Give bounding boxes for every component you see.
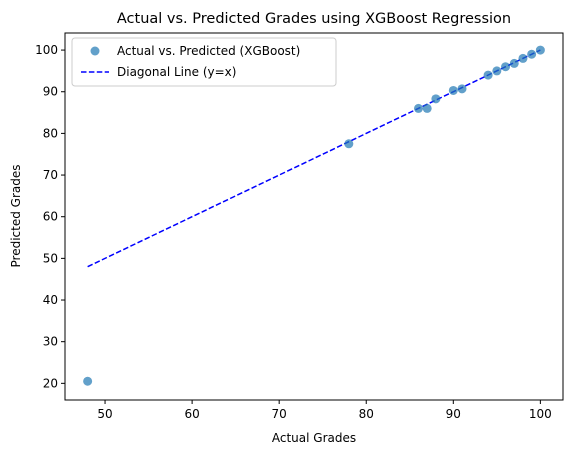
y-tick-label: 80	[43, 126, 58, 140]
x-tick-label: 60	[184, 407, 199, 421]
legend-marker-scatter	[90, 46, 100, 56]
diagonal-line	[87, 49, 541, 268]
legend-label-scatter: Actual vs. Predicted (XGBoost)	[117, 44, 300, 58]
x-tick-label: 70	[272, 407, 287, 421]
data-point	[413, 103, 423, 113]
data-point	[518, 53, 528, 63]
x-axis-label: Actual Grades	[272, 431, 356, 445]
data-point	[422, 103, 432, 113]
y-axis: 20 30 40 50 60 70 80 90 100	[35, 43, 65, 390]
chart-title: Actual vs. Predicted Grades using XGBoos…	[117, 11, 511, 27]
data-point	[535, 45, 545, 55]
data-point	[527, 49, 537, 59]
y-tick-label: 50	[43, 251, 58, 265]
y-tick-label: 30	[43, 335, 58, 349]
y-axis-label: Predicted Grades	[9, 165, 23, 268]
scatter-series	[83, 45, 545, 386]
plot-area	[64, 32, 564, 401]
y-tick-label: 40	[43, 293, 58, 307]
data-point	[501, 62, 511, 72]
legend-label-line: Diagonal Line (y=x)	[117, 65, 236, 79]
y-tick-label: 60	[43, 210, 58, 224]
y-tick-label: 100	[35, 43, 58, 57]
data-point	[509, 58, 519, 68]
data-point	[457, 84, 467, 94]
data-point	[483, 70, 493, 80]
data-point	[344, 139, 354, 149]
data-point	[448, 85, 458, 95]
y-tick-label: 20	[43, 376, 58, 390]
data-point	[431, 94, 441, 104]
legend-box	[71, 37, 337, 87]
x-tick-label: 100	[529, 407, 552, 421]
y-tick-label: 90	[43, 85, 58, 99]
data-point	[492, 66, 502, 76]
y-tick-label: 70	[43, 168, 58, 182]
x-tick-label: 90	[446, 407, 461, 421]
legend: Actual vs. Predicted (XGBoost) Diagonal …	[71, 37, 337, 87]
x-tick-label: 80	[359, 407, 374, 421]
x-axis: 50 60 70 80 90 100	[97, 400, 552, 421]
diagonal-line-series	[87, 49, 541, 268]
x-tick-label: 50	[97, 407, 112, 421]
data-point	[83, 376, 93, 386]
